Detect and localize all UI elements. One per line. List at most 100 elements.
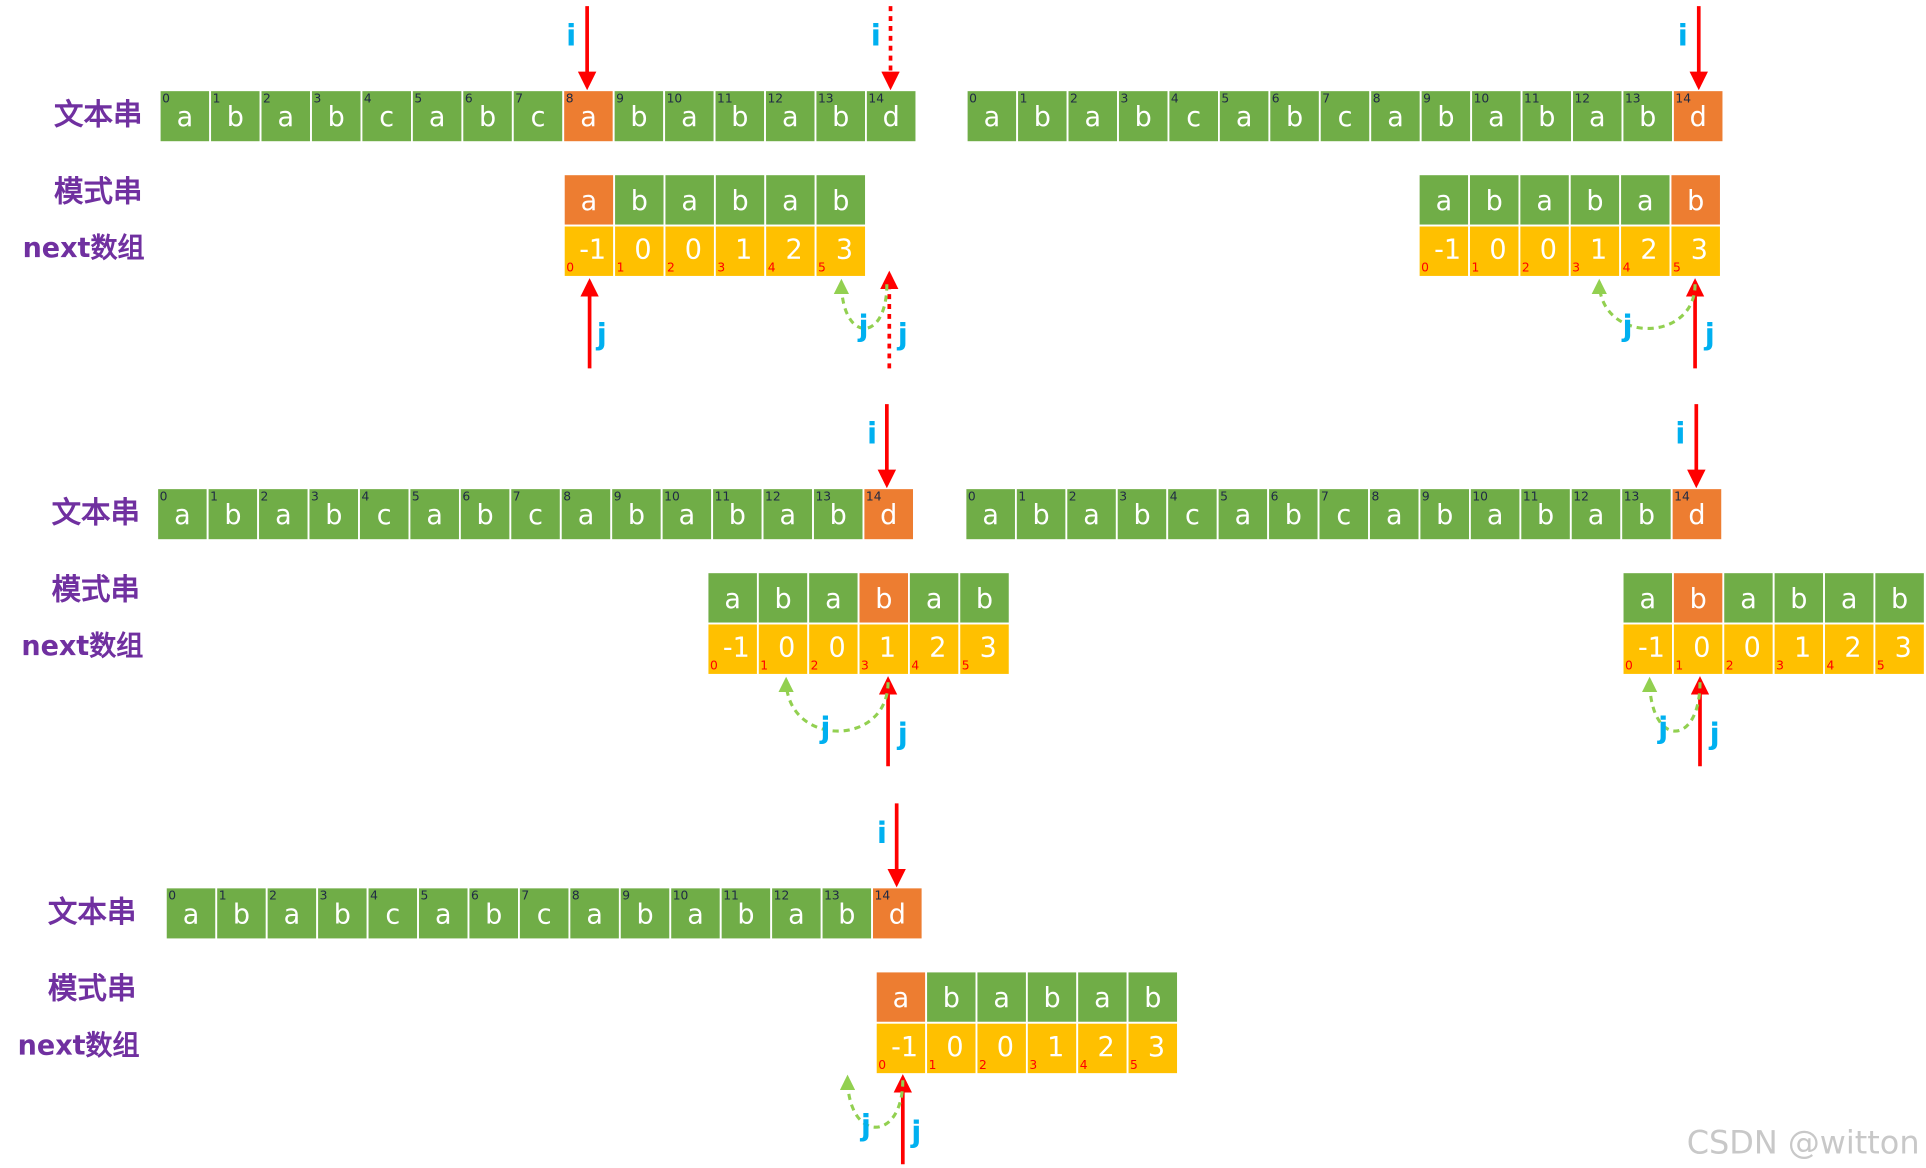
text-cell (660, 487, 714, 542)
text-char: b (737, 899, 754, 930)
next-cell (706, 622, 759, 676)
text-cell (360, 89, 413, 144)
text-cell (862, 487, 915, 542)
text-index: 9 (616, 91, 624, 105)
text-char: a (177, 102, 194, 133)
text-char: a (984, 102, 1001, 133)
text-char: a (183, 899, 200, 930)
text-char: b (1135, 102, 1152, 133)
text-char: c (537, 899, 552, 930)
next-value: 0 (1744, 633, 1761, 664)
text-char: c (1338, 102, 1353, 133)
text-char: d (889, 899, 906, 930)
text-cell (711, 487, 764, 542)
text-index: 13 (1624, 489, 1640, 503)
pattern-label: 模式串 (54, 174, 142, 208)
j-label: j (1709, 717, 1720, 751)
text-char: b (233, 899, 250, 930)
text-index: 11 (715, 489, 731, 503)
pattern-char: b (976, 584, 993, 615)
next-value: 0 (946, 1032, 963, 1063)
next-value: 0 (1489, 235, 1506, 266)
pattern-cell (756, 571, 810, 625)
text-cell (1117, 89, 1170, 144)
text-char: a (586, 899, 603, 930)
text-char: b (1285, 500, 1302, 531)
next-value: 2 (1640, 235, 1657, 266)
pattern-cell (562, 173, 616, 227)
j-label: j (857, 309, 868, 343)
next-cell (1823, 622, 1876, 676)
text-index: 4 (1170, 489, 1178, 503)
text-index: 12 (1573, 489, 1589, 503)
next-value: 0 (634, 235, 651, 266)
text-char: a (1085, 102, 1102, 133)
text-index: 3 (320, 889, 328, 903)
pattern-index: 0 (566, 261, 574, 275)
pattern-cell (925, 970, 978, 1024)
next-cell (814, 224, 867, 278)
next-cell (713, 224, 767, 278)
text-cell (865, 89, 918, 144)
text-index: 8 (1371, 489, 1379, 503)
pattern-char: a (1094, 983, 1111, 1014)
pattern-char: b (774, 584, 791, 615)
text-cell (612, 89, 666, 144)
pattern-index: 3 (717, 261, 725, 275)
text-index: 3 (1120, 91, 1128, 105)
next-value: 0 (828, 633, 845, 664)
text-index: 7 (513, 489, 521, 503)
next-value: 0 (997, 1032, 1014, 1063)
text-index: 7 (521, 889, 529, 903)
text-index: 2 (269, 889, 277, 903)
next-value: -1 (579, 235, 606, 266)
text-index: 12 (774, 889, 790, 903)
text-char: c (1185, 500, 1200, 531)
pattern-char: a (581, 186, 598, 217)
pattern-index: 2 (667, 261, 675, 275)
jump-curve (833, 278, 889, 330)
pattern-char: b (832, 186, 849, 217)
text-char: b (838, 899, 855, 930)
text-cell (307, 487, 360, 542)
text-char: b (334, 899, 351, 930)
pattern-char: a (1740, 584, 1757, 615)
text-cell (1672, 89, 1725, 144)
pattern-index: 3 (861, 659, 869, 673)
pattern-cell (713, 173, 767, 227)
text-index: 8 (572, 889, 580, 903)
pattern-char: a (993, 983, 1010, 1014)
next-value: 3 (836, 235, 853, 266)
pattern-char: a (1640, 584, 1657, 615)
pattern-char: b (731, 186, 748, 217)
pattern-cell (1722, 571, 1775, 625)
next-value: 3 (1895, 633, 1912, 664)
text-index: 7 (1321, 489, 1329, 503)
pattern-index: 4 (1080, 1058, 1088, 1072)
jump-curve (778, 676, 890, 733)
text-cell (820, 886, 874, 941)
text-index: 3 (313, 91, 321, 105)
pattern-char: b (1043, 983, 1060, 1014)
i-label: i (867, 417, 877, 451)
text-cell (1419, 89, 1473, 144)
text-cell (559, 487, 613, 542)
text-index: 2 (261, 489, 269, 503)
text-cell (209, 89, 262, 144)
jump-curve (1591, 278, 1697, 330)
text-index: 10 (667, 91, 683, 105)
text-cell (814, 89, 867, 144)
next-value: -1 (891, 1032, 918, 1063)
next-cell (613, 224, 666, 278)
text-cell (719, 886, 773, 941)
next-cell (874, 1021, 928, 1075)
next-value: 2 (786, 235, 803, 266)
text-char: a (1487, 500, 1504, 531)
text-cell (259, 89, 312, 144)
text-label: 文本串 (48, 895, 136, 929)
text-cell (518, 886, 571, 941)
pattern-cell (1417, 173, 1470, 227)
text-index: 2 (263, 91, 271, 105)
text-char: c (531, 102, 546, 133)
text-char: a (1235, 500, 1252, 531)
